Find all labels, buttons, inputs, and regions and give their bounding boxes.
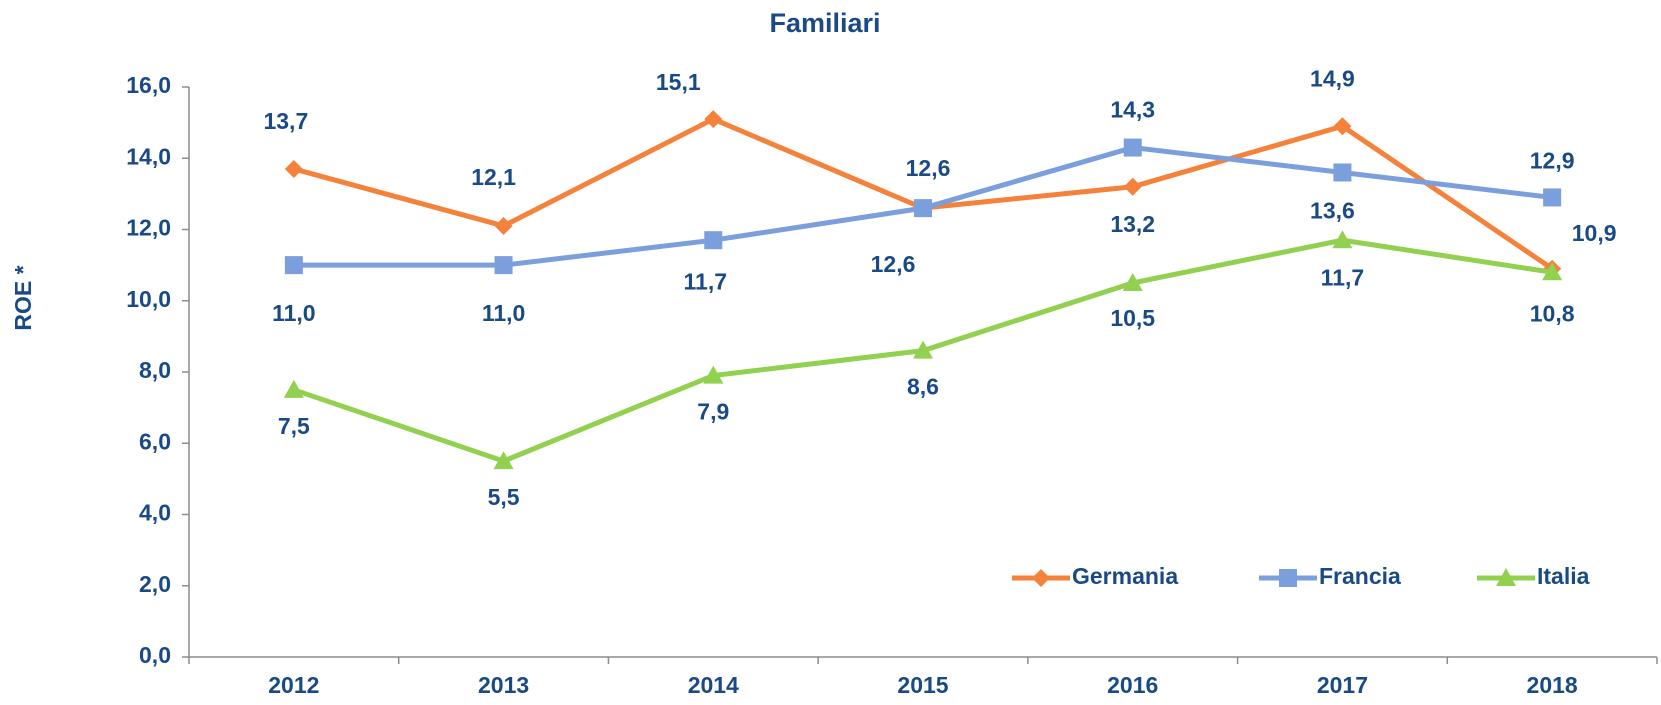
data-label: 5,5 (488, 484, 520, 510)
chart-title: Familiari (769, 8, 880, 38)
data-label: 8,6 (907, 374, 939, 400)
y-tick-label: 2,0 (139, 571, 171, 597)
y-axis-label: ROE * (10, 265, 36, 330)
legend-label: Italia (1537, 563, 1590, 589)
marker (494, 256, 513, 275)
y-tick-label: 6,0 (139, 428, 171, 454)
data-label: 13,7 (263, 108, 308, 134)
marker (1333, 117, 1352, 136)
marker (1542, 262, 1563, 281)
data-label: 10,5 (1110, 305, 1155, 331)
data-label: 14,3 (1110, 97, 1155, 123)
y-tick-label: 0,0 (139, 642, 171, 668)
series-line (293, 116, 1554, 271)
marker (1123, 138, 1142, 157)
data-label: 7,9 (697, 399, 729, 425)
marker (1279, 569, 1297, 587)
x-tick-label: 2014 (688, 672, 739, 698)
marker (494, 216, 513, 235)
data-label: 14,9 (1310, 65, 1355, 91)
marker (1332, 230, 1353, 249)
marker (1496, 568, 1516, 586)
data-label: 10,9 (1572, 220, 1617, 246)
y-tick-label: 16,0 (126, 72, 171, 98)
marker (703, 365, 724, 384)
y-tick-label: 12,0 (126, 215, 171, 241)
marker (493, 451, 514, 470)
data-label: 13,6 (1310, 198, 1355, 224)
data-label: 12,6 (906, 155, 951, 181)
marker (1122, 272, 1143, 291)
x-tick-label: 2013 (478, 672, 529, 698)
marker (1123, 177, 1142, 196)
data-label: 7,5 (278, 413, 310, 439)
data-label: 11,0 (272, 300, 316, 326)
x-tick-label: 2012 (268, 672, 319, 698)
x-tick-label: 2016 (1107, 672, 1158, 698)
data-label: 12,9 (1530, 148, 1575, 174)
data-label: 10,8 (1530, 300, 1575, 326)
legend-label: Francia (1319, 563, 1401, 589)
x-tick-label: 2015 (897, 672, 948, 698)
x-tick-label: 2018 (1527, 672, 1578, 698)
data-label: 11,7 (1321, 264, 1365, 290)
marker (1333, 163, 1352, 182)
data-label: 11,7 (684, 268, 728, 294)
x-tick-label: 2017 (1317, 672, 1368, 698)
marker (914, 199, 932, 218)
data-label: 12,1 (471, 164, 516, 190)
y-tick-label: 4,0 (139, 500, 171, 526)
data-label: 12,6 (871, 251, 916, 277)
marker (913, 340, 933, 359)
data-label: 15,1 (656, 69, 701, 95)
marker (283, 379, 304, 398)
marker (284, 256, 303, 275)
legend-label: Germania (1072, 563, 1178, 589)
y-tick-label: 14,0 (126, 143, 171, 169)
marker (704, 231, 723, 250)
marker (284, 159, 303, 178)
data-label: 13,2 (1110, 211, 1155, 237)
data-label: 11,0 (482, 300, 526, 326)
y-tick-label: 10,0 (126, 286, 171, 312)
marker (704, 110, 723, 129)
marker (1032, 569, 1050, 587)
y-tick-label: 8,0 (139, 357, 171, 383)
marker (1543, 188, 1562, 207)
